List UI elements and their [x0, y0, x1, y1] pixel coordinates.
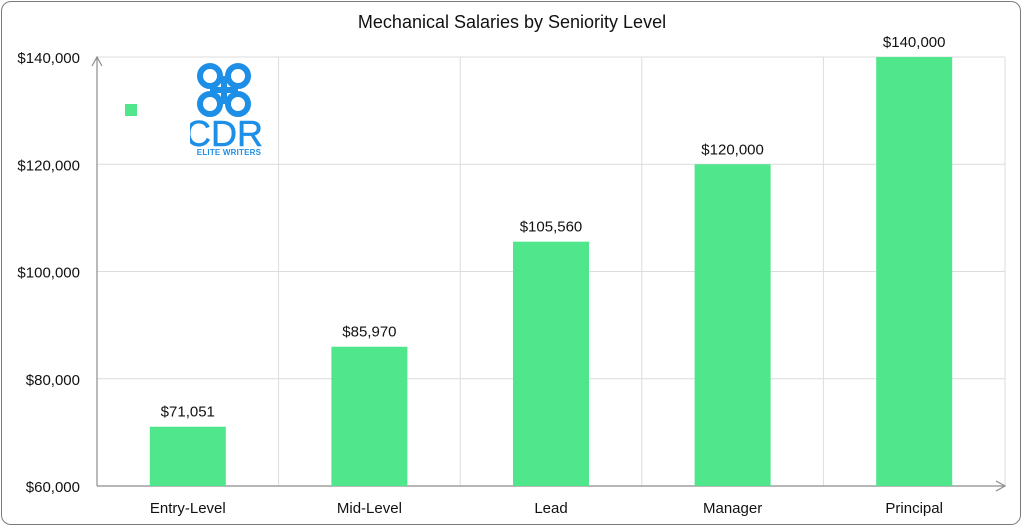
x-tick-label: Lead: [534, 500, 567, 517]
bar-manager: [694, 164, 771, 486]
x-tick-label: Mid-Level: [337, 500, 402, 517]
logo-text: CDR: [190, 113, 263, 148]
y-tick-label: $60,000: [26, 479, 80, 496]
x-axis-arrow: [995, 480, 1007, 492]
bar-entry-level: [149, 426, 226, 486]
y-tick-label: $140,000: [17, 50, 80, 67]
y-tick-label: $80,000: [26, 372, 80, 389]
data-label: $140,000: [883, 34, 946, 51]
y-axis-arrow: [91, 55, 103, 67]
data-label: $85,970: [342, 324, 396, 341]
bar-lead: [513, 241, 589, 486]
data-label: $71,051: [161, 404, 215, 421]
data-label: $120,000: [701, 141, 764, 158]
cdr-logo-icon: CDR: [185, 63, 263, 154]
y-tick-labels: $60,000 $80,000 $100,000 $120,000 $140,000: [17, 50, 80, 496]
data-label: $105,560: [520, 219, 583, 236]
bar-mid-level: [331, 346, 408, 486]
legend-swatch: [125, 104, 137, 116]
bars: [149, 57, 953, 486]
x-tick-label: Principal: [885, 500, 943, 517]
data-labels: $71,051 $85,970 $105,560 $120,000 $140,000: [161, 34, 946, 421]
y-tick-label: $120,000: [17, 157, 80, 174]
y-tick-label: $100,000: [17, 265, 80, 282]
logo-subtitle: ELITE WRITERS: [196, 148, 262, 157]
x-tick-label: Manager: [703, 500, 762, 517]
bar-principal: [876, 57, 953, 486]
cdr-logo: CDR ELITE WRITERS: [185, 62, 270, 162]
chart-title: Mechanical Salaries by Seniority Level: [357, 12, 667, 32]
x-tick-label: Entry-Level: [150, 500, 226, 517]
x-tick-labels: Entry-Level Mid-Level Lead Manager Principal: [150, 500, 943, 517]
